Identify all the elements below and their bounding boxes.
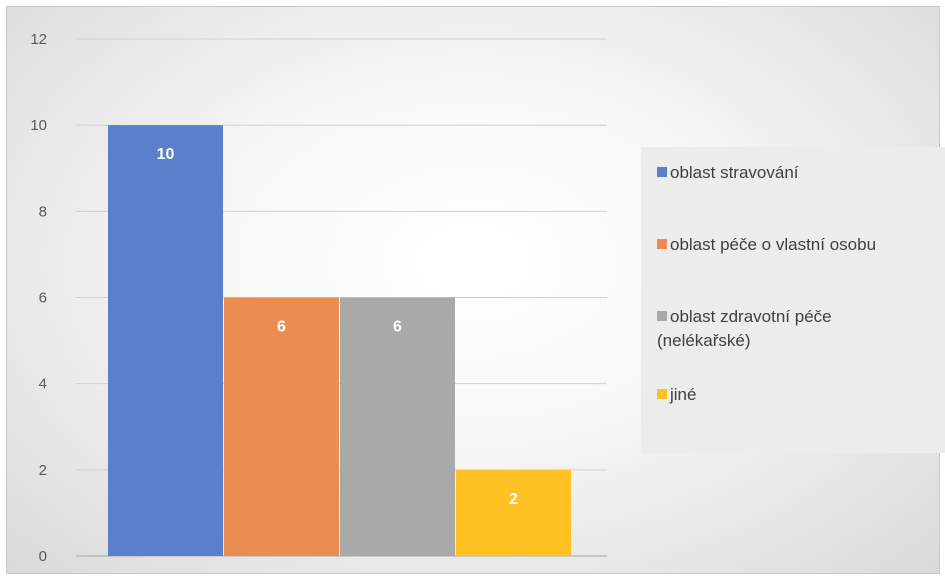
bar bbox=[108, 125, 223, 557]
bar-data-label: 6 bbox=[277, 319, 286, 336]
legend-swatch bbox=[657, 167, 667, 177]
legend-label: oblast zdravotní péče bbox=[670, 307, 832, 326]
y-axis-tick-labels: 0 2 4 6 8 10 12 bbox=[30, 31, 47, 565]
y-tick-label: 6 bbox=[39, 290, 47, 307]
bar-data-label: 10 bbox=[157, 146, 175, 163]
legend-label-line2: (nelékařské) bbox=[657, 331, 751, 350]
chart-area: 0 2 4 6 8 10 12 10 6 6 2 oblast stravování oblast… bbox=[6, 6, 945, 574]
data-labels: 10 6 6 2 bbox=[157, 146, 518, 508]
bar-data-label: 6 bbox=[393, 319, 402, 336]
legend-swatch bbox=[657, 239, 667, 249]
bars bbox=[108, 125, 571, 557]
bar-data-label: 2 bbox=[509, 491, 518, 508]
legend-label: oblast péče o vlastní osobu bbox=[670, 235, 877, 254]
legend-label: jiné bbox=[670, 385, 697, 404]
y-tick-label: 10 bbox=[30, 117, 47, 134]
y-tick-label: 8 bbox=[39, 203, 47, 220]
legend-label: oblast stravování bbox=[670, 163, 799, 182]
bar bbox=[456, 469, 571, 556]
legend-swatch bbox=[657, 311, 667, 321]
legend-item-zdravotni-pece: oblast zdravotní péče (nelékařské) bbox=[657, 305, 945, 353]
legend-item-pece-o-osobu: oblast péče o vlastní osobu bbox=[657, 233, 945, 257]
legend-swatch bbox=[657, 389, 667, 399]
y-tick-label: 2 bbox=[39, 462, 47, 479]
y-tick-label: 12 bbox=[30, 31, 47, 48]
bar bbox=[224, 297, 339, 556]
bar bbox=[340, 297, 455, 556]
legend-item-jine: jiné bbox=[657, 383, 945, 407]
legend: oblast stravování oblast péče o vlastní … bbox=[641, 147, 945, 453]
y-tick-label: 4 bbox=[39, 376, 47, 393]
bar-chart: 0 2 4 6 8 10 12 10 6 6 2 bbox=[30, 31, 607, 565]
y-tick-label: 0 bbox=[39, 548, 47, 565]
legend-item-stravovani: oblast stravování bbox=[657, 161, 945, 185]
